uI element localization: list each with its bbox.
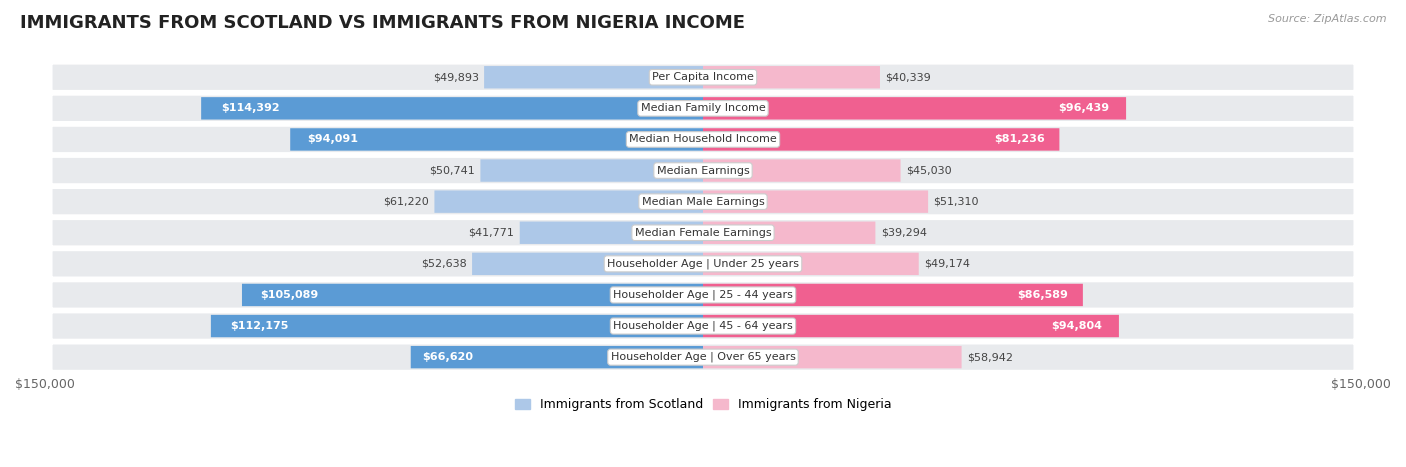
FancyBboxPatch shape: [520, 221, 703, 244]
FancyBboxPatch shape: [703, 346, 962, 368]
FancyBboxPatch shape: [484, 66, 703, 88]
FancyBboxPatch shape: [52, 250, 1354, 277]
Text: $114,392: $114,392: [221, 103, 280, 113]
FancyBboxPatch shape: [472, 253, 703, 275]
Legend: Immigrants from Scotland, Immigrants from Nigeria: Immigrants from Scotland, Immigrants fro…: [509, 393, 897, 416]
Text: $61,220: $61,220: [384, 197, 429, 207]
FancyBboxPatch shape: [290, 128, 703, 151]
Text: $41,771: $41,771: [468, 228, 515, 238]
Text: $51,310: $51,310: [934, 197, 979, 207]
FancyBboxPatch shape: [52, 219, 1354, 247]
Text: $81,236: $81,236: [994, 134, 1045, 144]
FancyBboxPatch shape: [434, 191, 703, 213]
Text: $96,439: $96,439: [1059, 103, 1109, 113]
Text: $39,294: $39,294: [880, 228, 927, 238]
Text: Median Male Earnings: Median Male Earnings: [641, 197, 765, 207]
Text: $40,339: $40,339: [886, 72, 931, 82]
FancyBboxPatch shape: [703, 221, 876, 244]
Text: Householder Age | Under 25 years: Householder Age | Under 25 years: [607, 259, 799, 269]
FancyBboxPatch shape: [242, 284, 703, 306]
Text: Median Household Income: Median Household Income: [628, 134, 778, 144]
FancyBboxPatch shape: [703, 284, 1083, 306]
FancyBboxPatch shape: [52, 343, 1354, 371]
Text: Householder Age | 45 - 64 years: Householder Age | 45 - 64 years: [613, 321, 793, 331]
FancyBboxPatch shape: [703, 97, 1126, 120]
FancyBboxPatch shape: [703, 315, 1119, 337]
Text: IMMIGRANTS FROM SCOTLAND VS IMMIGRANTS FROM NIGERIA INCOME: IMMIGRANTS FROM SCOTLAND VS IMMIGRANTS F…: [20, 14, 745, 32]
FancyBboxPatch shape: [52, 95, 1354, 122]
FancyBboxPatch shape: [703, 253, 918, 275]
FancyBboxPatch shape: [52, 188, 1354, 215]
Text: Householder Age | 25 - 44 years: Householder Age | 25 - 44 years: [613, 290, 793, 300]
Text: $112,175: $112,175: [231, 321, 290, 331]
FancyBboxPatch shape: [52, 312, 1354, 340]
FancyBboxPatch shape: [703, 159, 901, 182]
Text: $94,091: $94,091: [307, 134, 357, 144]
FancyBboxPatch shape: [703, 128, 1059, 151]
Text: $58,942: $58,942: [967, 352, 1012, 362]
Text: $52,638: $52,638: [420, 259, 467, 269]
FancyBboxPatch shape: [211, 315, 703, 337]
Text: $105,089: $105,089: [260, 290, 319, 300]
FancyBboxPatch shape: [52, 64, 1354, 91]
Text: $50,741: $50,741: [429, 165, 475, 176]
Text: $49,893: $49,893: [433, 72, 479, 82]
FancyBboxPatch shape: [481, 159, 703, 182]
FancyBboxPatch shape: [201, 97, 703, 120]
Text: Median Earnings: Median Earnings: [657, 165, 749, 176]
Text: $49,174: $49,174: [924, 259, 970, 269]
Text: $45,030: $45,030: [905, 165, 952, 176]
Text: Householder Age | Over 65 years: Householder Age | Over 65 years: [610, 352, 796, 362]
Text: Per Capita Income: Per Capita Income: [652, 72, 754, 82]
FancyBboxPatch shape: [52, 157, 1354, 184]
Text: $86,589: $86,589: [1017, 290, 1067, 300]
FancyBboxPatch shape: [703, 191, 928, 213]
FancyBboxPatch shape: [703, 66, 880, 88]
FancyBboxPatch shape: [411, 346, 703, 368]
FancyBboxPatch shape: [52, 281, 1354, 309]
Text: $94,804: $94,804: [1052, 321, 1102, 331]
Text: Median Family Income: Median Family Income: [641, 103, 765, 113]
Text: $66,620: $66,620: [422, 352, 474, 362]
Text: Source: ZipAtlas.com: Source: ZipAtlas.com: [1268, 14, 1386, 24]
Text: Median Female Earnings: Median Female Earnings: [634, 228, 772, 238]
FancyBboxPatch shape: [52, 126, 1354, 153]
